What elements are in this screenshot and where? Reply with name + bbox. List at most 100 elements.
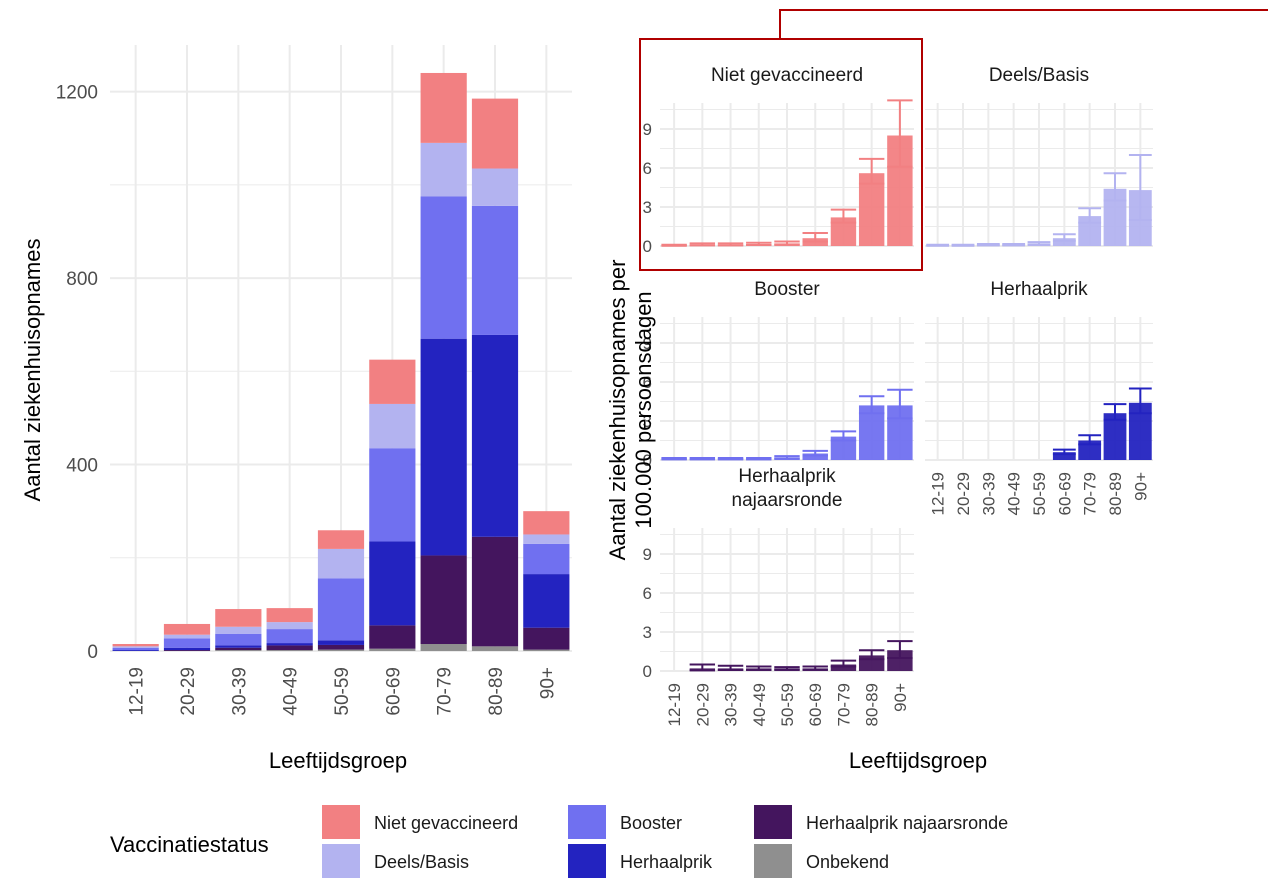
bar-segment-booster: [215, 633, 262, 646]
x-tick-label: 30-39: [979, 472, 998, 515]
highlight-annotation: [639, 9, 1268, 271]
x-tick-label: 90+: [891, 683, 910, 712]
right-y-axis-title: Aantal ziekenhuisopnames per100.000 pers…: [605, 260, 656, 561]
x-tick-label: 20-29: [954, 472, 973, 515]
x-tick-label: 50-59: [332, 667, 353, 716]
y-tick-label: 0: [87, 642, 98, 663]
y-tick-label: 9: [643, 334, 652, 353]
legend-key-herhaalprik-najaarsronde: [754, 805, 792, 839]
bar-segment-herhaalprik-najaarsronde: [471, 536, 519, 647]
bar-segment-herhaalprik: [215, 645, 262, 648]
legend-key-herhaalprik: [568, 844, 606, 878]
bar-segment-deels-basis: [163, 634, 211, 639]
bar-segment-booster: [317, 578, 365, 641]
y-tick-label: 3: [643, 198, 652, 217]
x-tick-label: 70-79: [1081, 472, 1100, 515]
x-tick-label: 30-39: [229, 667, 250, 716]
bar-segment-niet-gevaccineerd: [420, 72, 467, 143]
legend-key-niet-gevaccineerd: [322, 805, 360, 839]
legend-label: Herhaalprik: [620, 852, 713, 872]
x-tick-label: 90+: [1131, 472, 1150, 501]
facet-strip-label: Herhaalprik najaarsronde: [732, 466, 843, 511]
bar-segment-deels-basis: [471, 168, 519, 206]
bar: [802, 453, 828, 460]
bar-segment-onbekend: [369, 648, 416, 651]
facet-panel-herhaalprik: Herhaalprik 12-19 20-29 30-39 40-49 50-59 60-6…: [925, 279, 1153, 515]
legend-key-booster: [568, 805, 606, 839]
bar-segment-herhaalprik: [420, 338, 467, 556]
x-tick-label: 80-89: [486, 667, 507, 716]
legend: Vaccinatiestatus Niet gevaccineerd Deels/…: [110, 805, 1008, 878]
facet-strip-label: Deels/Basis: [989, 65, 1089, 86]
right-x-axis-title: Leeftijdsgroep: [849, 748, 987, 773]
facet-strip-label: Herhaalprik: [990, 279, 1088, 300]
y-tick-label: 3: [643, 623, 652, 642]
bar: [858, 173, 885, 246]
x-tick-label: 12-19: [929, 472, 948, 515]
y-tick-label: 0: [643, 451, 652, 470]
bar-segment-herhaalprik: [471, 334, 519, 537]
bar-segment-onbekend: [215, 650, 262, 651]
bar-segment-niet-gevaccineerd: [163, 623, 211, 635]
y-tick-label: 0: [643, 237, 652, 256]
bar-segment-deels-basis: [112, 646, 159, 648]
y-tick-label: 0: [643, 662, 652, 681]
facet-panel-niet-gevaccineerd: Niet gevaccineerd 0 3 6 9: [643, 65, 914, 256]
bar-segment-niet-gevaccineerd: [317, 530, 365, 549]
bar-segment-onbekend: [266, 650, 313, 651]
x-tick-label: 40-49: [1005, 472, 1024, 515]
bar-segment-herhaalprik-najaarsronde: [215, 647, 262, 651]
bar-segment-niet-gevaccineerd: [112, 644, 159, 647]
bar-segment-booster: [471, 205, 519, 335]
x-tick-label: 60-69: [1055, 472, 1074, 515]
y-tick-label: 800: [66, 269, 98, 290]
bar: [1103, 188, 1127, 246]
x-tick-label: 90+: [537, 667, 558, 699]
x-tick-label: 50-59: [778, 683, 797, 726]
bar-segment-deels-basis: [420, 142, 467, 197]
x-tick-label: 50-59: [1030, 472, 1049, 515]
y-tick-label: 9: [643, 120, 652, 139]
bar-segment-niet-gevaccineerd: [215, 609, 262, 627]
bar: [1052, 238, 1076, 246]
bar-segment-onbekend: [471, 646, 519, 651]
x-tick-label: 80-89: [863, 683, 882, 726]
bar-segment-deels-basis: [523, 534, 570, 544]
y-tick-label: 6: [643, 159, 652, 178]
y-tick-label: 9: [643, 545, 652, 564]
bar: [858, 405, 885, 460]
bar-segment-herhaalprik: [112, 650, 159, 651]
bar-segment-niet-gevaccineerd: [369, 359, 416, 404]
bar-segment-booster: [369, 448, 416, 542]
bar-segment-herhaalprik: [317, 640, 365, 645]
x-tick-label: 60-69: [806, 683, 825, 726]
facet-strip-label: Niet gevaccineerd: [711, 65, 863, 86]
left-x-axis-title: Leeftijdsgroep: [269, 748, 407, 773]
bar: [887, 650, 913, 671]
bar-segment-herhaalprik: [523, 574, 570, 628]
y-tick-label: 6: [643, 584, 652, 603]
bar-segment-herhaalprik: [369, 541, 416, 626]
y-tick-label: 6: [643, 373, 652, 392]
bar-segment-booster: [266, 629, 313, 644]
legend-label: Onbekend: [806, 852, 889, 872]
highlight-pointer-line: [779, 9, 1268, 39]
bar-segment-deels-basis: [317, 548, 365, 579]
bar-segment-herhaalprik-najaarsronde: [369, 625, 416, 649]
x-tick-label: 70-79: [834, 683, 853, 726]
legend-key-deels-basis: [322, 844, 360, 878]
x-tick-label: 40-49: [750, 683, 769, 726]
bar-segment-herhaalprik-najaarsronde: [420, 555, 467, 645]
bar: [1103, 413, 1127, 460]
bar-segment-booster: [112, 647, 159, 651]
legend-label: Deels/Basis: [374, 852, 469, 872]
facet-strip-label: Booster: [754, 279, 820, 300]
facet-panel-booster: Booster 0 3 6 9: [643, 279, 914, 470]
bar-segment-deels-basis: [266, 622, 313, 630]
x-tick-label: 12-19: [127, 667, 148, 716]
bar-segment-herhaalprik: [266, 643, 313, 646]
bar: [830, 664, 857, 671]
bar-segment-deels-basis: [369, 403, 416, 449]
facet-panel-herhaalprik-najaarsronde: Herhaalprik najaarsronde 0 3 6 9 12-19 20-29 30-…: [643, 466, 914, 726]
